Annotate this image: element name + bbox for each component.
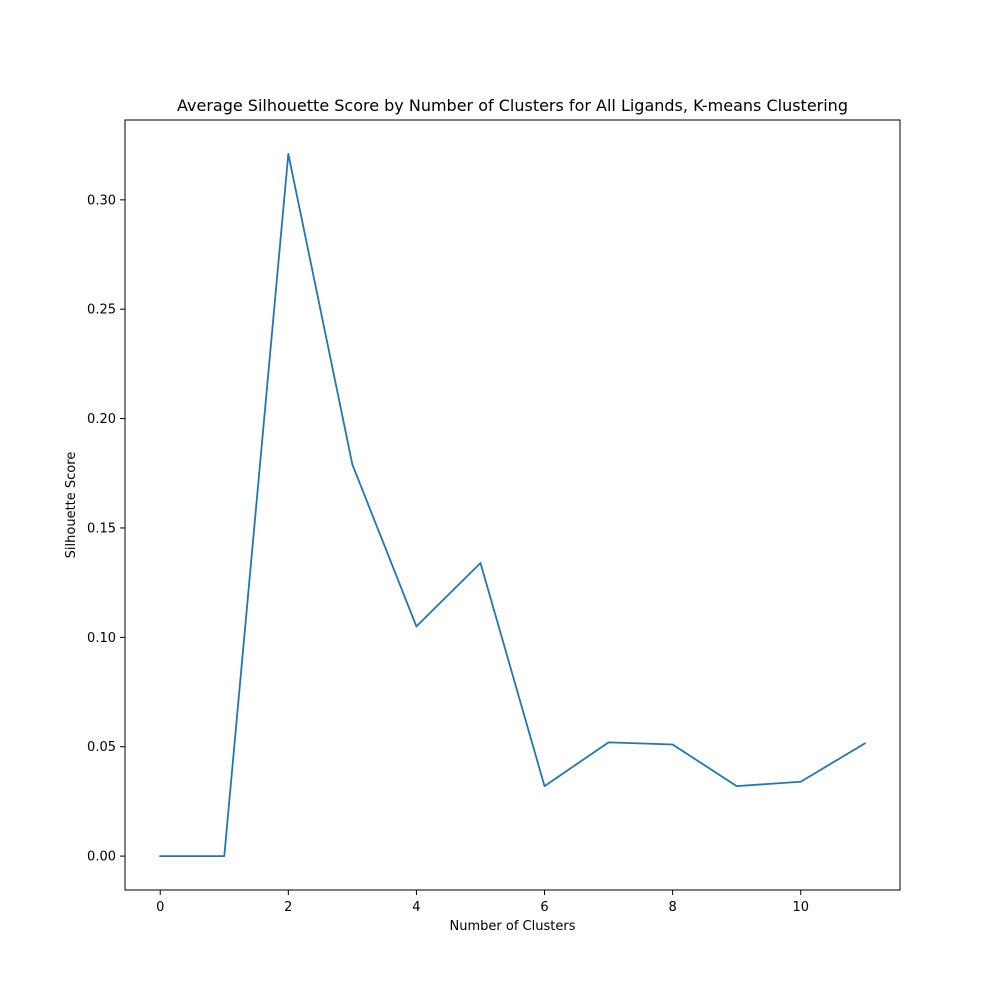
y-axis-label: Silhouette Score [64, 452, 79, 559]
x-axis-label: Number of Clusters [450, 919, 576, 934]
x-tick-label: 4 [412, 900, 420, 915]
axes-frame [124, 119, 901, 891]
y-tick-label: 0.15 [87, 521, 116, 536]
chart-title: Average Silhouette Score by Number of Cl… [177, 96, 848, 115]
plot-area [159, 153, 867, 857]
y-tick-label: 0.00 [87, 850, 116, 865]
x-tick-label: 0 [156, 900, 164, 915]
y-tick-label: 0.05 [87, 740, 116, 755]
x-tick-label: 2 [284, 900, 292, 915]
y-tick-label: 0.25 [87, 303, 116, 318]
y-tick-label: 0.30 [87, 193, 116, 208]
x-tick-label: 10 [792, 900, 809, 915]
x-axis: 0 2 4 6 8 10 [156, 890, 809, 915]
y-axis: 0.00 0.05 0.10 0.15 0.20 0.25 0.30 [87, 193, 125, 865]
x-tick-label: 6 [540, 900, 548, 915]
series-line [159, 153, 867, 857]
x-tick-label: 8 [668, 900, 676, 915]
y-tick-label: 0.10 [87, 631, 116, 646]
y-tick-label: 0.20 [87, 412, 116, 427]
